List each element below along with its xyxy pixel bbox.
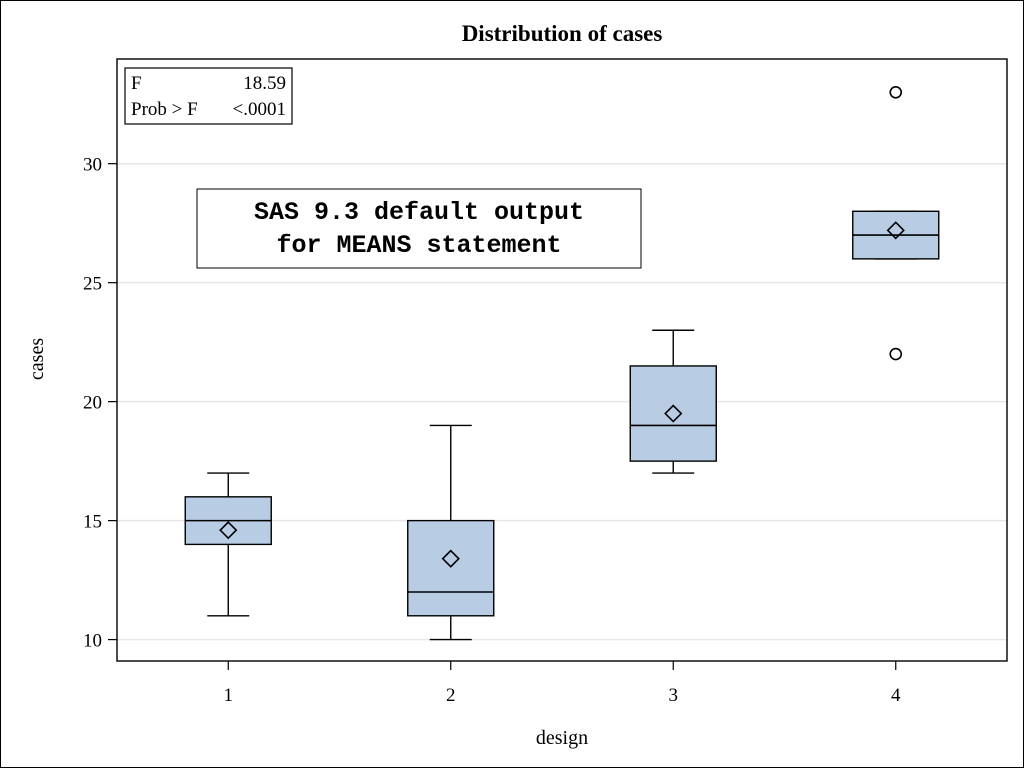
stats-f-value: 18.59 (243, 73, 286, 94)
plot-area-border (116, 58, 1008, 662)
mean-marker (664, 404, 683, 423)
outlier-point (889, 347, 903, 361)
x-tick-label: 3 (669, 685, 679, 706)
y-tick-label: 20 (83, 393, 102, 414)
x-tick-label: 1 (224, 685, 234, 706)
mean-marker (219, 520, 238, 540)
box-3 (629, 329, 717, 474)
y-tick-label: 10 (83, 631, 102, 652)
boxes-group (184, 86, 940, 641)
y-tick-label: 25 (83, 274, 102, 295)
box-2 (407, 424, 495, 641)
mean-marker (441, 549, 460, 568)
stats-p-label: Prob > F (131, 99, 198, 120)
stats-f-label: F (131, 73, 142, 94)
x-tick-label: 4 (891, 685, 901, 706)
mean-marker (886, 221, 905, 240)
stats-inset: F 18.59 Prob > F <.0001 (124, 67, 293, 125)
x-tick-label: 2 (446, 685, 456, 706)
box-4 (852, 86, 940, 361)
stats-inset-border (124, 67, 293, 125)
annotation-line-2: for MEANS statement (276, 231, 561, 260)
outlier-point (889, 86, 903, 99)
x-axis-label: design (536, 727, 588, 749)
box-1 (184, 472, 272, 617)
axes-group: 10 15 20 25 30 1 2 3 4 (83, 58, 1008, 706)
y-tick-label: 30 (83, 155, 102, 176)
y-axis-label: cases (26, 338, 48, 380)
iqr-box (629, 365, 717, 462)
y-tick-label: 15 (83, 512, 102, 533)
iqr-box (407, 519, 495, 617)
annotation-line-1: SAS 9.3 default output (254, 198, 584, 227)
chart-title: Distribution of cases (462, 21, 663, 46)
annotation-border (196, 188, 642, 269)
stats-p-value: <.0001 (233, 99, 286, 120)
annotation-box: SAS 9.3 default output for MEANS stateme… (196, 188, 642, 269)
